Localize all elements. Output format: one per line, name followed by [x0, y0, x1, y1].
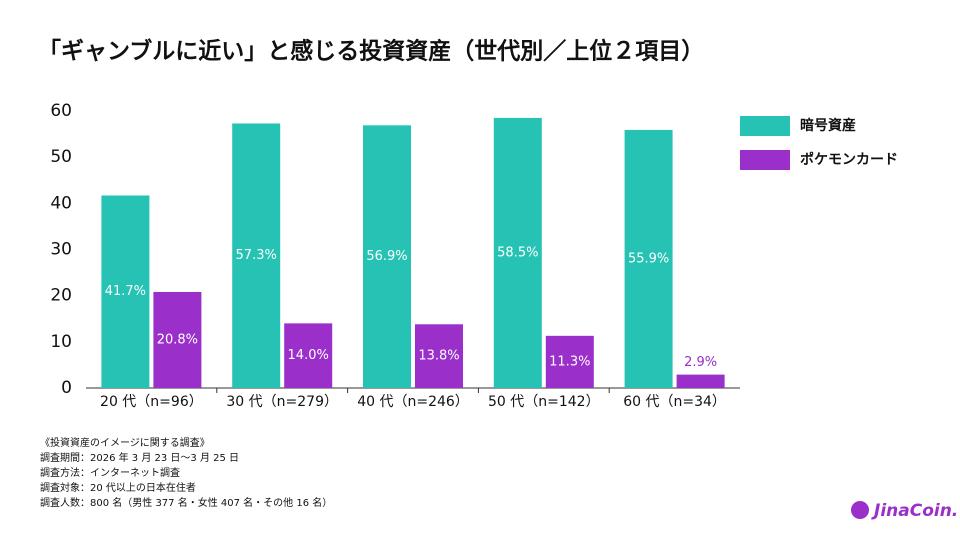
- value-label: 55.9%: [628, 251, 669, 266]
- footnote: 調査人数：800 名（男性 377 名・女性 407 名・その他 16 名）: [40, 496, 332, 509]
- chart-title: 「ギャンブルに近い」と感じる投資資産（世代別／上位２項目）: [38, 38, 704, 65]
- legend-swatch: [740, 116, 790, 136]
- footnote: 調査期間：2026 年 3 月 23 日〜3 月 25 日: [40, 451, 239, 464]
- y-tick-label: 30: [50, 240, 72, 260]
- bar: [415, 324, 463, 388]
- bar: [153, 291, 202, 388]
- x-tick-label: 60 代（n=34）: [623, 394, 726, 410]
- bar: [545, 335, 594, 388]
- value-label: 20.8%: [157, 332, 198, 347]
- value-label: 14.0%: [288, 348, 329, 363]
- value-label: 56.9%: [366, 249, 407, 264]
- x-tick-label: 40 代（n=246）: [357, 394, 469, 410]
- y-tick-label: 10: [50, 332, 72, 352]
- bar: [101, 195, 150, 388]
- value-label: 58.5%: [497, 245, 538, 260]
- x-tick-label: 20 代（n=96）: [100, 394, 203, 410]
- legend-label: ポケモンカード: [800, 151, 898, 168]
- logo-icon: [851, 501, 869, 519]
- footnote: 調査対象：20 代以上の日本在住者: [40, 481, 196, 494]
- y-tick-label: 0: [61, 378, 72, 398]
- y-tick-label: 50: [50, 147, 72, 167]
- value-label: 11.3%: [549, 354, 590, 369]
- value-label: 13.8%: [418, 349, 459, 364]
- y-tick-label: 40: [50, 193, 72, 213]
- legend-swatch: [740, 150, 790, 170]
- footnote: 調査方法：インターネット調査: [40, 466, 180, 479]
- logo-text: JinaCoin.: [871, 501, 958, 521]
- bar: [624, 129, 673, 388]
- bar: [493, 117, 542, 389]
- x-tick-label: 50 代（n=142）: [488, 394, 600, 410]
- legend-label: 暗号資産: [800, 117, 856, 134]
- bar: [232, 123, 281, 388]
- value-label: 57.3%: [236, 248, 277, 263]
- value-label: 2.9%: [684, 355, 717, 370]
- bar: [284, 323, 333, 388]
- y-tick-label: 60: [50, 101, 72, 121]
- x-tick-label: 30 代（n=279）: [226, 394, 338, 410]
- bar: [363, 125, 411, 388]
- y-tick-label: 20: [50, 286, 72, 306]
- value-label: 41.7%: [105, 284, 146, 299]
- bar: [676, 374, 725, 388]
- footnote: 《投資資産のイメージに関する調査》: [40, 436, 210, 449]
- logo: JinaCoin.: [851, 501, 958, 521]
